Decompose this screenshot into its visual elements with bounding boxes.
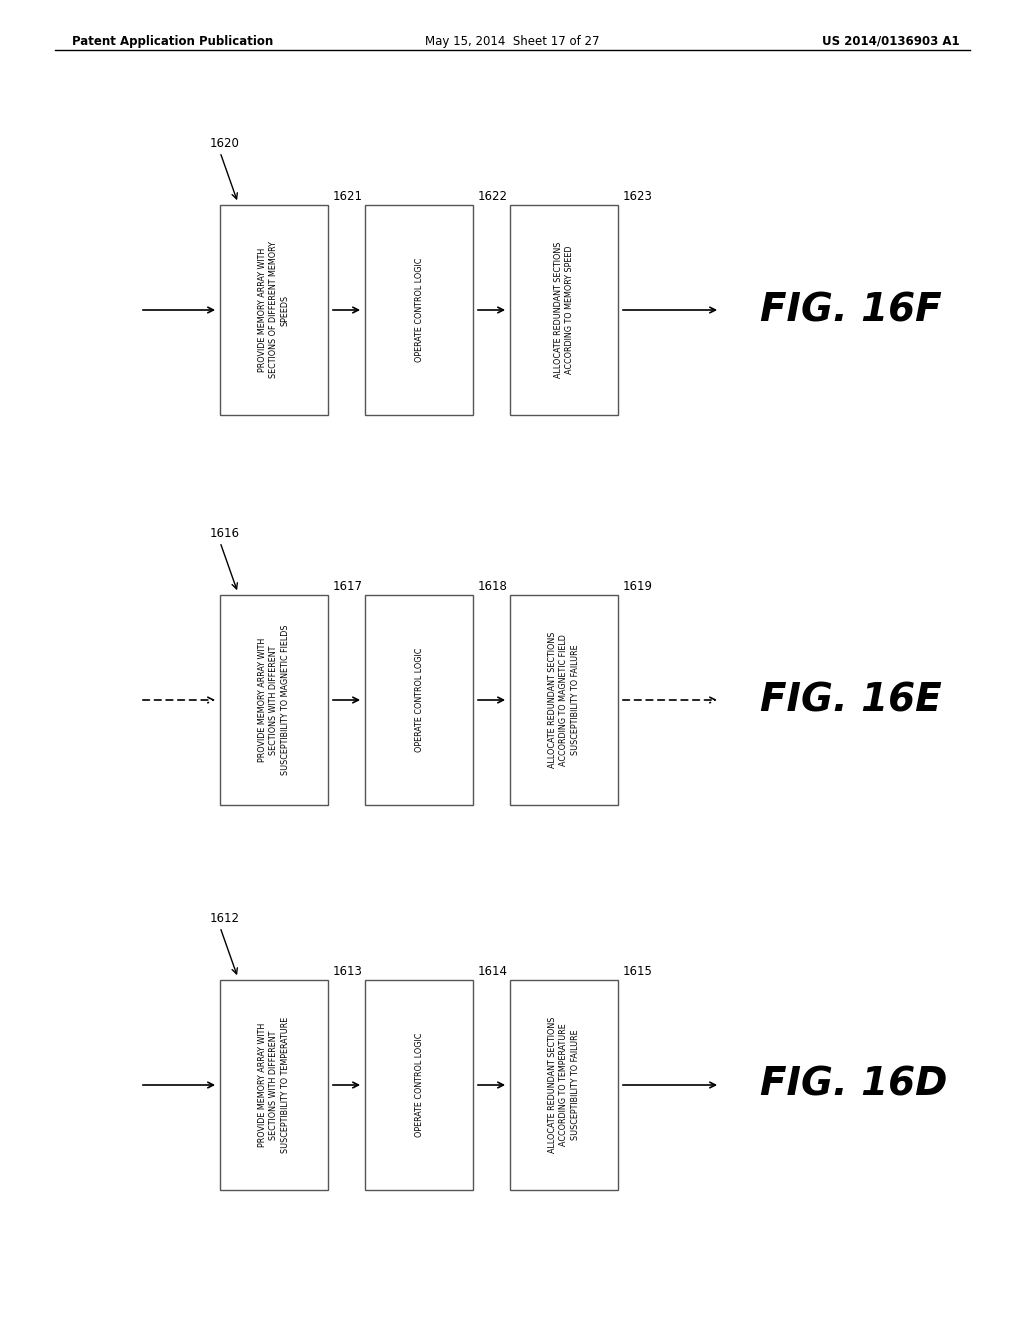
Bar	[220, 205, 328, 414]
Text: 1613: 1613	[333, 965, 362, 978]
Bar	[365, 205, 473, 414]
Bar	[510, 595, 618, 805]
Bar	[220, 979, 328, 1191]
Bar	[365, 595, 473, 805]
Text: 1615: 1615	[623, 965, 653, 978]
Text: US 2014/0136903 A1: US 2014/0136903 A1	[822, 36, 961, 48]
Bar	[220, 595, 328, 805]
Text: 1623: 1623	[623, 190, 653, 203]
Text: PROVIDE MEMORY ARRAY WITH
SECTIONS WITH DIFFERENT
SUSCEPTIBILITY TO MAGNETIC FIE: PROVIDE MEMORY ARRAY WITH SECTIONS WITH …	[258, 624, 290, 775]
Text: ALLOCATE REDUNDANT SECTIONS
ACCORDING TO MEMORY SPEED: ALLOCATE REDUNDANT SECTIONS ACCORDING TO…	[554, 242, 574, 379]
Text: OPERATE CONTROL LOGIC: OPERATE CONTROL LOGIC	[415, 257, 424, 362]
Text: FIG. 16E: FIG. 16E	[760, 681, 942, 719]
Text: PROVIDE MEMORY ARRAY WITH
SECTIONS OF DIFFERENT MEMORY
SPEEDS: PROVIDE MEMORY ARRAY WITH SECTIONS OF DI…	[258, 242, 290, 379]
Text: 1621: 1621	[333, 190, 362, 203]
Text: 1616: 1616	[210, 527, 240, 540]
Text: ALLOCATE REDUNDANT SECTIONS
ACCORDING TO TEMPERATURE
SUSCEPTIBILITY TO FAILURE: ALLOCATE REDUNDANT SECTIONS ACCORDING TO…	[549, 1016, 580, 1154]
Text: FIG. 16D: FIG. 16D	[760, 1067, 947, 1104]
Text: 1619: 1619	[623, 579, 653, 593]
Text: 1612: 1612	[210, 912, 240, 925]
Text: OPERATE CONTROL LOGIC: OPERATE CONTROL LOGIC	[415, 648, 424, 752]
Text: 1620: 1620	[210, 137, 240, 150]
Bar	[365, 979, 473, 1191]
Text: 1617: 1617	[333, 579, 362, 593]
Text: PROVIDE MEMORY ARRAY WITH
SECTIONS WITH DIFFERENT
SUSCEPTIBILITY TO TEMPERATURE: PROVIDE MEMORY ARRAY WITH SECTIONS WITH …	[258, 1016, 290, 1154]
Text: FIG. 16F: FIG. 16F	[760, 290, 942, 329]
Text: OPERATE CONTROL LOGIC: OPERATE CONTROL LOGIC	[415, 1032, 424, 1138]
Bar	[510, 979, 618, 1191]
Text: 1618: 1618	[478, 579, 508, 593]
Text: 1622: 1622	[478, 190, 508, 203]
Text: Patent Application Publication: Patent Application Publication	[72, 36, 273, 48]
Text: May 15, 2014  Sheet 17 of 27: May 15, 2014 Sheet 17 of 27	[425, 36, 599, 48]
Text: ALLOCATE REDUNDANT SECTIONS
ACCORDING TO MAGNETIC FIELD
SUSCEPTIBILITY TO FAILUR: ALLOCATE REDUNDANT SECTIONS ACCORDING TO…	[549, 632, 580, 768]
Text: 1614: 1614	[478, 965, 508, 978]
Bar	[510, 205, 618, 414]
